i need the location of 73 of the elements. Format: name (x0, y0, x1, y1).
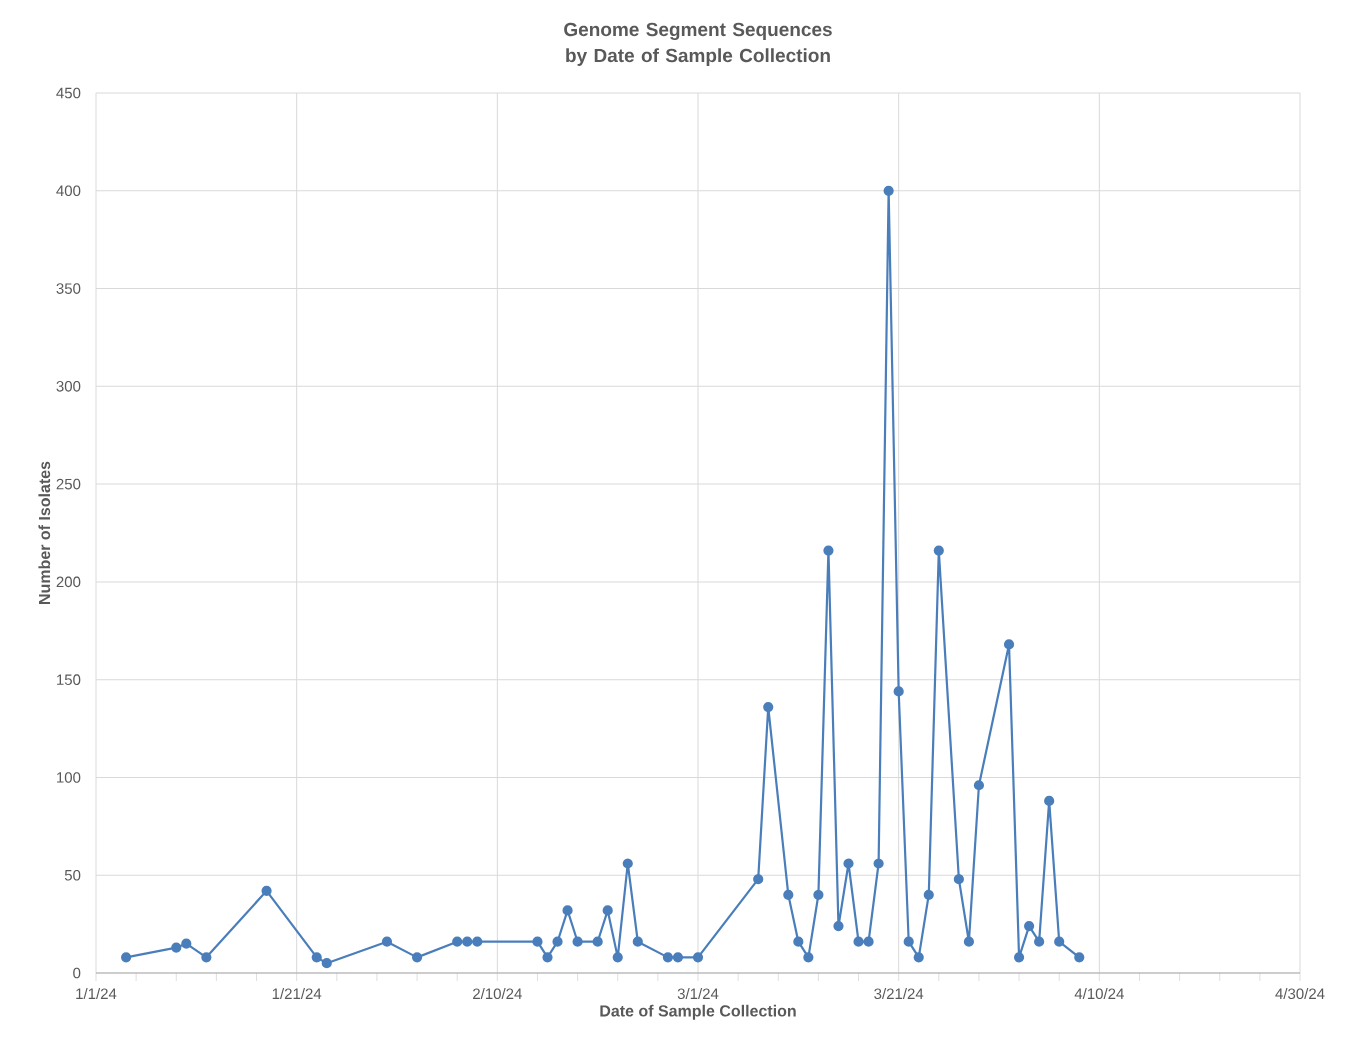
point (692, 952, 704, 963)
x-tick-label: 1/21/24 (272, 988, 322, 1000)
point (953, 874, 964, 885)
point (472, 936, 483, 947)
point (883, 185, 894, 196)
point (612, 952, 623, 963)
y-tick-label: 400 (56, 185, 81, 197)
point (201, 952, 212, 963)
x-tick-label: 1/1/24 (76, 988, 117, 1000)
point (763, 701, 774, 713)
y-tick-label: 100 (57, 772, 81, 783)
point (783, 889, 794, 900)
y-tick-label: 50 (64, 869, 81, 881)
x-tick-label: 2/10/24 (473, 988, 522, 1000)
point (171, 942, 182, 953)
x-axis-title: Date of Sample Collection (600, 1004, 796, 1020)
y-tick-label: 450 (56, 87, 81, 99)
point (813, 889, 824, 900)
point (562, 905, 573, 916)
point (672, 952, 684, 963)
point (863, 936, 874, 947)
point (1044, 795, 1055, 807)
point (321, 958, 332, 969)
point (662, 952, 673, 963)
point (602, 905, 613, 916)
point (873, 858, 884, 869)
point (452, 936, 463, 947)
point (1074, 952, 1085, 963)
point (542, 952, 553, 963)
point (833, 920, 844, 932)
x-tick-label: 4/10/24 (1074, 988, 1124, 1000)
y-axis-title: Number of Isolates (38, 461, 51, 604)
y-tick-label: 200 (56, 576, 81, 588)
point (462, 936, 473, 947)
point (933, 545, 944, 556)
point (1023, 920, 1035, 932)
point (1054, 936, 1065, 947)
point (1013, 952, 1025, 963)
point (963, 936, 974, 947)
point (592, 936, 603, 947)
point (803, 952, 814, 963)
point (632, 936, 643, 947)
point (1034, 936, 1045, 947)
point (311, 952, 322, 963)
y-tick-label: 0 (73, 967, 81, 979)
point (923, 889, 934, 900)
point (823, 545, 834, 556)
point (973, 780, 985, 791)
chart-title: Genome Segment Sequences by Date of Sample Collection (564, 22, 832, 66)
y-tick-label: 300 (56, 381, 81, 392)
point (622, 858, 633, 869)
y-tick-label: 350 (56, 283, 81, 294)
point (913, 952, 924, 963)
point (853, 936, 864, 947)
point (181, 938, 192, 949)
point (903, 936, 914, 947)
point (532, 936, 543, 947)
point (572, 936, 583, 947)
point (411, 952, 423, 963)
point (793, 936, 804, 947)
point (261, 885, 272, 896)
y-tick-label: 150 (57, 674, 81, 685)
point (121, 952, 132, 963)
point (1003, 639, 1015, 650)
point (893, 686, 904, 697)
y-tick-label: 250 (56, 478, 81, 490)
point (843, 858, 854, 869)
x-tick-label: 3/1/24 (677, 988, 719, 1000)
point (753, 874, 764, 885)
x-tick-label: 3/21/24 (874, 988, 924, 1000)
point (552, 936, 563, 947)
x-tick-label: 4/30/24 (1275, 988, 1325, 1000)
point (381, 936, 393, 947)
